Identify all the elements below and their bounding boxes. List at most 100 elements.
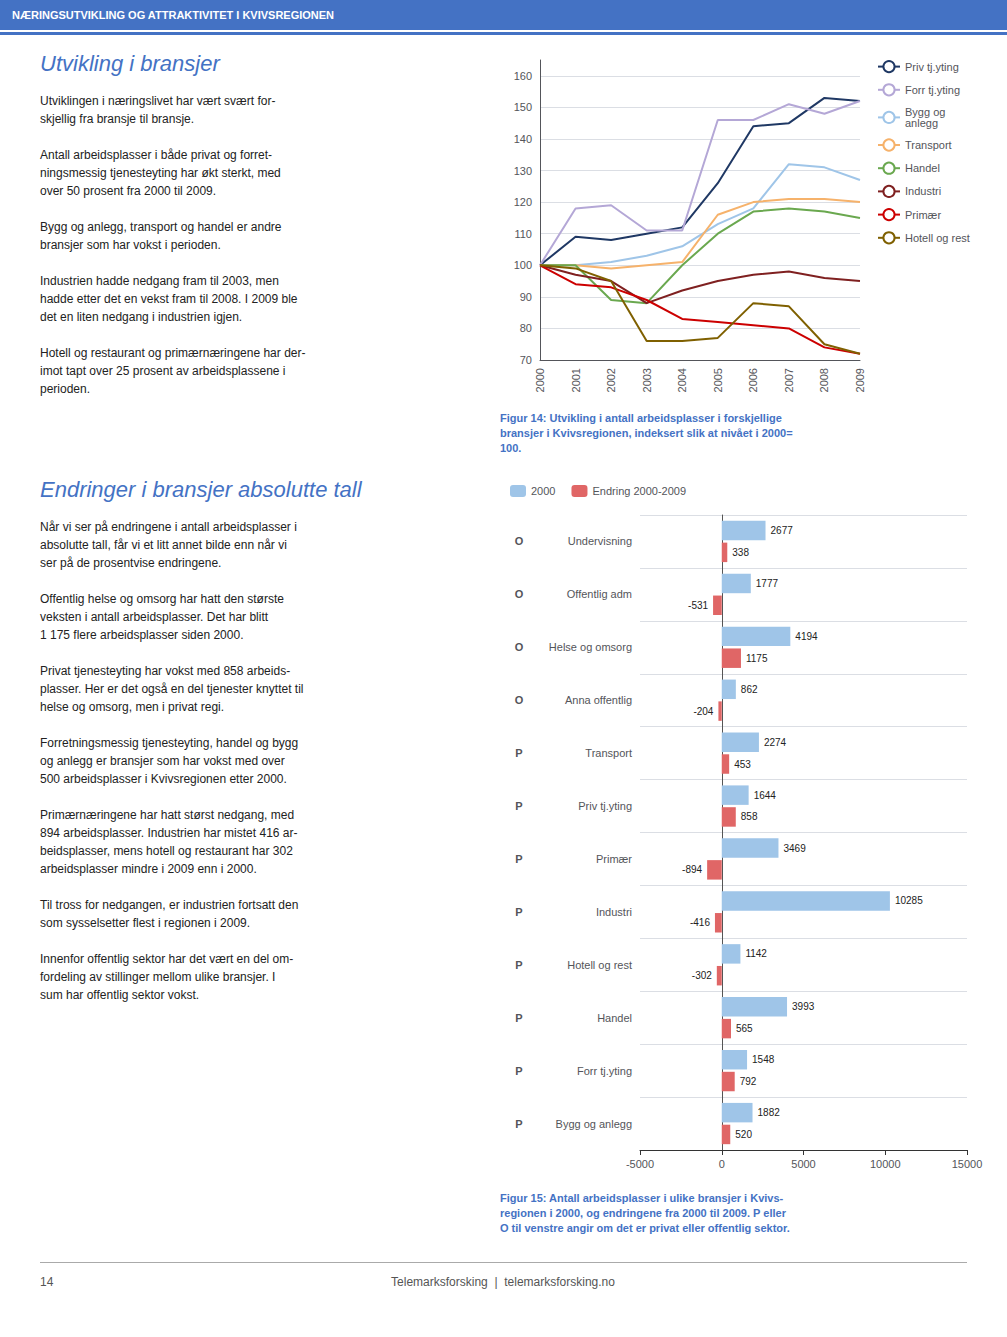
svg-text:og anlegg er bransjer som har: og anlegg er bransjer som har vokst med …: [40, 754, 285, 768]
svg-text:imot tapt over 25 prosent av a: imot tapt over 25 prosent av arbeidsplas…: [40, 364, 285, 378]
svg-text:Endringer i bransjer absolutte: Endringer i bransjer absolutte tall: [40, 477, 363, 502]
svg-text:100: 100: [514, 259, 532, 271]
svg-text:0: 0: [719, 1158, 725, 1170]
svg-text:Figur 14: Utvikling i antall a: Figur 14: Utvikling i antall arbeidsplas…: [500, 412, 782, 424]
svg-text:2009: 2009: [854, 368, 866, 392]
svg-text:-531: -531: [688, 600, 708, 611]
svg-text:100.: 100.: [500, 442, 521, 454]
svg-text:Primærnæringene har hatt størs: Primærnæringene har hatt størst nedgang,…: [40, 808, 294, 822]
svg-text:792: 792: [740, 1076, 757, 1087]
svg-text:140: 140: [514, 133, 532, 145]
svg-text:Hotell og restaurant og primær: Hotell og restaurant og primærnæringene …: [40, 346, 305, 360]
svg-text:Bygg og anlegg, transport og h: Bygg og anlegg, transport og handel er a…: [40, 220, 282, 234]
svg-text:helse og omsorg, men i privat: helse og omsorg, men i privat regi.: [40, 700, 224, 714]
svg-text:2007: 2007: [783, 368, 795, 392]
svg-text:veksten i antall arbeidsplasse: veksten i antall arbeidsplasser. Det har…: [40, 610, 269, 624]
svg-text:O: O: [515, 588, 524, 600]
svg-text:10285: 10285: [895, 895, 923, 906]
svg-text:over 50 prosent fra 2000 til 2: over 50 prosent fra 2000 til 2009.: [40, 184, 216, 198]
svg-text:Innenfor offentlig sektor har: Innenfor offentlig sektor har det vært e…: [40, 952, 293, 966]
svg-text:Utvikling i bransjer: Utvikling i bransjer: [40, 51, 221, 76]
svg-text:bransjer i Kvivsregionen, inde: bransjer i Kvivsregionen, indeksert slik…: [500, 427, 793, 439]
svg-text:-5000: -5000: [626, 1158, 654, 1170]
svg-text:2006: 2006: [747, 368, 759, 392]
svg-text:Forretningsmessig tjenesteytin: Forretningsmessig tjenesteyting, handel …: [40, 736, 298, 750]
svg-text:perioden.: perioden.: [40, 382, 90, 396]
svg-text:Industri: Industri: [905, 185, 941, 197]
svg-text:bransjer som har vokst i perio: bransjer som har vokst i perioden.: [40, 238, 221, 252]
svg-text:Offentlig adm: Offentlig adm: [567, 588, 632, 600]
svg-text:150: 150: [514, 101, 532, 113]
svg-text:Anna offentlig: Anna offentlig: [565, 694, 632, 706]
svg-text:Bygg og anlegg: Bygg og anlegg: [556, 1118, 632, 1130]
svg-text:fordeling av stillinger mellom: fordeling av stillinger mellom ulike bra…: [40, 970, 275, 984]
svg-text:P: P: [515, 959, 522, 971]
svg-text:hadde etter det en vekst fram: hadde etter det en vekst fram til 2008. …: [40, 292, 298, 306]
svg-text:som sysselsetter flest i regio: som sysselsetter flest i regionen i 2009…: [40, 916, 250, 930]
svg-text:P: P: [515, 1012, 522, 1024]
svg-text:P: P: [515, 853, 522, 865]
svg-text:det en liten nedgang i industr: det en liten nedgang i industrien igjen.: [40, 310, 242, 324]
svg-text:P: P: [515, 800, 522, 812]
svg-text:1644: 1644: [754, 790, 777, 801]
svg-text:Når vi ser på endringene i ant: Når vi ser på endringene i antall arbeid…: [40, 520, 297, 534]
svg-text:90: 90: [520, 291, 532, 303]
svg-text:Primær: Primær: [596, 853, 632, 865]
svg-text:Transport: Transport: [585, 747, 632, 759]
svg-text:2008: 2008: [818, 368, 830, 392]
svg-text:70: 70: [520, 354, 532, 366]
svg-text:2677: 2677: [771, 525, 794, 536]
svg-text:Forr tj.yting: Forr tj.yting: [905, 84, 960, 96]
svg-text:P: P: [515, 906, 522, 918]
svg-text:Endring 2000-2009: Endring 2000-2009: [592, 485, 686, 497]
svg-text:565: 565: [736, 1023, 753, 1034]
svg-text:absolutte tall, får vi et litt: absolutte tall, får vi et litt annet bil…: [40, 538, 287, 552]
svg-text:P: P: [515, 1065, 522, 1077]
svg-text:Hotell og rest: Hotell og rest: [567, 959, 632, 971]
svg-text:Privat tjenesteyting har vokst: Privat tjenesteyting har vokst med 858 a…: [40, 664, 290, 678]
svg-text:1142: 1142: [745, 948, 767, 959]
svg-text:Undervisning: Undervisning: [568, 535, 632, 547]
svg-text:500 arbeidsplasser i Kvivsregi: 500 arbeidsplasser i Kvivsregionen etter…: [40, 772, 287, 786]
svg-text:858: 858: [741, 811, 758, 822]
svg-text:Handel: Handel: [597, 1012, 632, 1024]
svg-text:3993: 3993: [792, 1001, 815, 1012]
svg-text:arbeidsplasser mindre i 2009 e: arbeidsplasser mindre i 2009 enn i 2000.: [40, 862, 257, 876]
svg-text:2000: 2000: [531, 485, 555, 497]
svg-text:skjellig fra bransje til brans: skjellig fra bransje til bransje.: [40, 112, 194, 126]
svg-text:plasser. Her er det også en de: plasser. Her er det også en del tjeneste…: [40, 682, 303, 696]
svg-text:Transport: Transport: [905, 139, 952, 151]
svg-text:Figur 15: Antall arbeidsplasse: Figur 15: Antall arbeidsplasser i ulike …: [500, 1192, 784, 1204]
svg-text:2000: 2000: [534, 368, 546, 392]
svg-text:160: 160: [514, 70, 532, 82]
svg-text:O: O: [515, 535, 524, 547]
svg-text:2274: 2274: [764, 737, 787, 748]
svg-text:O: O: [515, 641, 524, 653]
svg-text:Utviklingen i næringslivet har: Utviklingen i næringslivet har vært svær…: [40, 94, 275, 108]
svg-text:Til tross for nedgangen, er in: Til tross for nedgangen, er industrien f…: [40, 898, 298, 912]
svg-text:130: 130: [514, 165, 532, 177]
svg-text:1882: 1882: [758, 1107, 781, 1118]
svg-text:14: 14: [40, 1275, 54, 1289]
svg-text:-416: -416: [690, 917, 710, 928]
svg-text:Industri: Industri: [596, 906, 632, 918]
svg-text:Primær: Primær: [905, 209, 941, 221]
svg-text:O: O: [515, 694, 524, 706]
svg-text:1 175 flere arbeidsplasser sid: 1 175 flere arbeidsplasser siden 2000.: [40, 628, 243, 642]
svg-text:Handel: Handel: [905, 162, 940, 174]
svg-text:3469: 3469: [783, 843, 806, 854]
svg-text:-894: -894: [682, 864, 702, 875]
svg-text:Helse og omsorg: Helse og omsorg: [549, 641, 632, 653]
svg-text:O til venstre angir om det er: O til venstre angir om det er privat ell…: [500, 1222, 790, 1234]
svg-text:110: 110: [514, 228, 532, 240]
svg-text:P: P: [515, 1118, 522, 1130]
svg-text:2004: 2004: [676, 368, 688, 392]
svg-text:Offentlig helse og omsorg har: Offentlig helse og omsorg har hatt den s…: [40, 592, 284, 606]
svg-text:2001: 2001: [570, 368, 582, 392]
svg-text:894 arbeidsplasser. Industrien: 894 arbeidsplasser. Industrien har miste…: [40, 826, 297, 840]
svg-text:1777: 1777: [756, 578, 779, 589]
svg-text:regionen i 2000, og endringene: regionen i 2000, og endringene fra 2000 …: [500, 1207, 787, 1219]
svg-text:520: 520: [735, 1129, 752, 1140]
svg-text:sum har offentlig sektor vokst: sum har offentlig sektor vokst.: [40, 988, 199, 1002]
svg-text:Antall arbeidsplasser i både p: Antall arbeidsplasser i både privat og f…: [40, 148, 272, 162]
